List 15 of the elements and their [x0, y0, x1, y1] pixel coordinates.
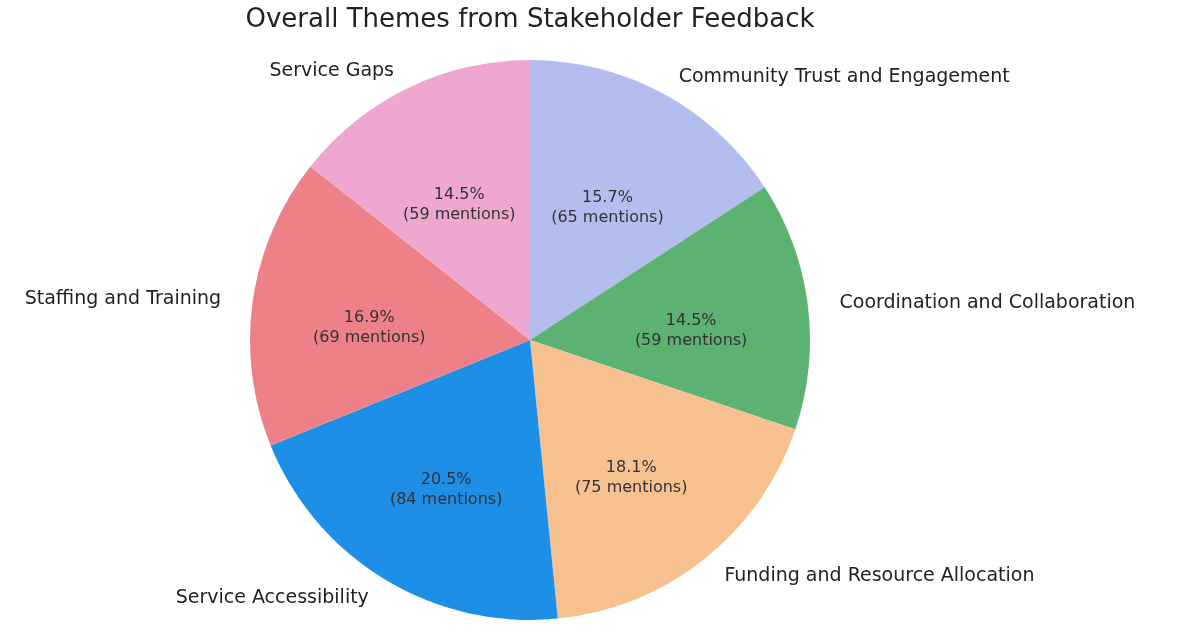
slice-label: Community Trust and Engagement	[678, 64, 1010, 87]
slice-label: Funding and Resource Allocation	[724, 562, 1035, 585]
chart-title: Overall Themes from Stakeholder Feedback	[245, 3, 815, 33]
slice-label: Service Accessibility	[175, 584, 369, 607]
slice-label: Coordination and Collaboration	[839, 290, 1136, 313]
data-label: 20.5% (84 mentions)	[389, 469, 503, 509]
data-label: 15.7% (65 mentions)	[551, 187, 664, 227]
slice-label: Staffing and Training	[24, 285, 222, 308]
data-label: 18.1% (75 mentions)	[574, 457, 688, 497]
data-label: 14.5% (59 mentions)	[634, 309, 748, 349]
data-label: 16.9% (69 mentions)	[312, 307, 426, 347]
slice-label: Service Gaps	[269, 57, 395, 80]
pie-slice	[250, 166, 530, 446]
data-label: 14.5% (59 mentions)	[402, 183, 516, 223]
pie-slice	[530, 187, 810, 430]
